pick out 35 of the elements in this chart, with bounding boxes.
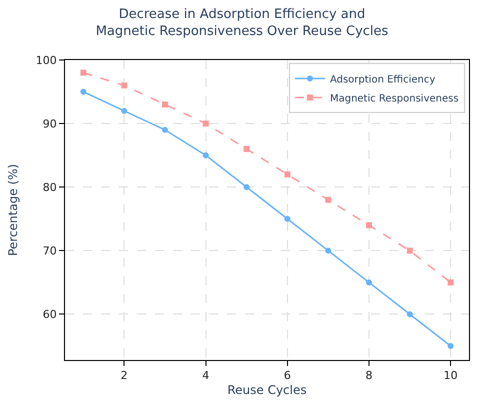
point [121,82,128,88]
y-tick-label: 80 [42,180,57,194]
point [284,171,290,178]
x-tick-label: 2 [120,369,128,382]
chart-title: Decrease in Adsorption Efficiency and Magnetic Responsiveness Over Reuse Cycles [96,7,389,40]
point [448,279,454,286]
x-axis-title: Reuse Cycles [227,383,307,398]
point [162,126,168,133]
point [202,120,209,127]
legend-label: Magnetic Responsiveness [330,93,459,104]
point [284,216,290,222]
point [162,101,168,108]
x-tick-label: 8 [366,369,373,382]
x-tick-label: 10 [444,369,458,382]
point [366,279,372,286]
y-tick-label: 70 [42,244,57,258]
point [244,184,250,190]
y-axis-title: Percentage (%) [6,164,20,256]
point [406,311,413,318]
point [80,88,86,95]
legend-label: Adsorption Efficiency [330,74,436,86]
point [366,222,372,228]
point [325,248,332,254]
y-tick-label: 90 [42,117,57,130]
y-tick-label: 60 [42,308,57,322]
point [80,70,86,76]
point [202,152,209,158]
point [121,108,128,114]
point [325,196,332,203]
x-tick-label: 6 [284,369,291,382]
y-tick-label: 100 [36,54,57,67]
point [448,343,454,350]
x-tick-label: 4 [202,369,210,382]
point [406,248,413,254]
point [244,146,250,152]
